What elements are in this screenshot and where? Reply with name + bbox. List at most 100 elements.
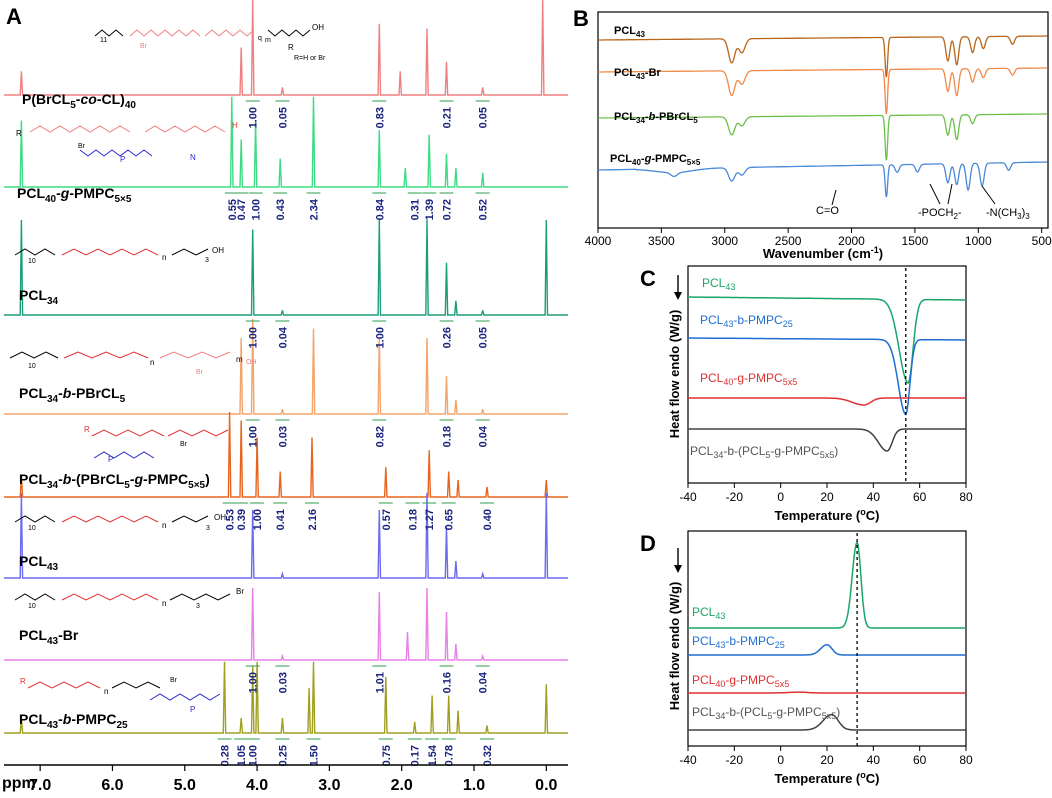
nmr-integral-0-1: 0.05 [275, 100, 290, 128]
nmr-integral-value: 0.65 [444, 509, 456, 530]
ftir-tick-label: 3000 [711, 234, 738, 248]
ftir-label-s1: PCL43-Br [614, 67, 662, 81]
structure-s2: 10 n 3 OH [14, 246, 224, 265]
svg-text:Br: Br [236, 587, 244, 596]
nmr-integral-value: 0.03 [277, 426, 289, 447]
nmr-integral-value: 0.17 [410, 745, 422, 766]
dsc-c-curve-3 [688, 428, 966, 452]
svg-text:Br: Br [140, 43, 148, 50]
nmr-integral-value: 1.00 [252, 509, 264, 530]
nmr-integral-7-7: 1.54 [425, 738, 440, 766]
svg-text:m: m [265, 37, 271, 44]
ftir-tick-label: 2000 [838, 234, 865, 248]
nmr-integral-0-3: 0.21 [439, 100, 454, 128]
nmr-integral-value: 1.00 [248, 327, 260, 348]
nmr-label-s4: PCL34-b-(PBrCL5-g-PMPC5×5) [19, 471, 210, 491]
nmr-integral-value: 0.05 [478, 327, 490, 348]
nmr-integral-2-3: 0.26 [439, 320, 454, 348]
dsc-c-label-s3: PCL34-b-(PCL5-g-PMPC5x5) [690, 444, 838, 460]
ftir-label-s2: PCL34-b-PBrCL5 [614, 111, 698, 125]
nmr-x-ticks: 7.0 6.0 5.0 4.0 3.0 2.0 1.0 0.0 [29, 765, 558, 794]
nmr-spectrum-4 [4, 411, 568, 498]
structure-s3: 10 n Br m OH [9, 351, 257, 376]
nmr-integral-4-2: 1.00 [250, 502, 265, 530]
nmr-spectrum-1 [4, 96, 568, 188]
dsc-c-curve-1 [688, 337, 966, 416]
dsc-c-tick-label: -40 [679, 490, 697, 504]
svg-text:N: N [190, 153, 196, 162]
nmr-integral-0-0: 1.00 [245, 100, 260, 128]
nmr-spectrum-5 [4, 492, 568, 579]
nmr-integral-value: 0.05 [478, 107, 490, 128]
nmr-integral-6-0: 1.00 [245, 665, 260, 693]
structure-s6: 10 n 3 Br [14, 587, 244, 610]
nmr-integral-value: 2.34 [308, 198, 320, 220]
nmr-spectrum-3 [4, 318, 568, 415]
dsc-c-tick-label: 20 [820, 490, 834, 504]
dsc-d-curve-2 [688, 691, 966, 694]
nmr-integral-7-3: 0.25 [275, 738, 290, 766]
ftir-annotation-nme3: -N(CH3)3 [986, 207, 1030, 221]
nmr-integral-value: 0.83 [374, 107, 386, 128]
svg-text:Br: Br [180, 441, 188, 448]
nmr-integral-value: 0.18 [442, 426, 454, 447]
nmr-integral-6-4: 0.04 [475, 665, 490, 693]
nmr-label-s0: P(BrCL5-co-CL)40 [22, 91, 136, 111]
svg-text:10: 10 [28, 258, 36, 265]
nmr-integral-0-4: 0.05 [475, 100, 490, 128]
ftir-frame [597, 11, 1049, 229]
svg-text:R: R [288, 43, 294, 52]
svg-text:Br: Br [196, 369, 204, 376]
nmr-integral-1-7: 0.31 [407, 192, 422, 220]
ftir-tick-label: 500 [1032, 234, 1052, 248]
nmr-integral-7-2: 1.00 [245, 738, 260, 766]
nmr-integral-4-3: 0.41 [273, 502, 288, 530]
nmr-integral-2-2: 1.00 [372, 320, 387, 348]
nmr-integral-2-0: 1.00 [245, 320, 260, 348]
nmr-integral-value: 1.39 [424, 199, 436, 220]
dsc-c-tick-label: 0 [777, 490, 784, 504]
svg-text:3: 3 [205, 257, 209, 264]
svg-text:m: m [236, 355, 243, 364]
nmr-integral-value: 1.00 [248, 672, 260, 693]
panel-c-dsc-heating: C -40 -20 0 20 40 60 80 Temperature (oC) Heat … [640, 265, 973, 523]
nmr-tick-label: 4.0 [246, 777, 268, 794]
ftir-x-axis-label: Wavenumber (cm-1) [763, 245, 883, 261]
nmr-integral-6-3: 0.16 [439, 665, 454, 693]
nmr-integral-value: 0.41 [275, 509, 287, 530]
nmr-label-s1: PCL40-g-PMPC5×5 [17, 185, 132, 205]
ftir-annotation-co: C=O [816, 205, 839, 217]
dsc-d-tick-label: 20 [820, 753, 834, 767]
ftir-arrow-co [831, 189, 837, 206]
dsc-d-tick-label: 40 [867, 753, 881, 767]
ftir-label-s0: PCL43 [614, 25, 645, 39]
nmr-integral-value: 0.43 [275, 199, 287, 220]
nmr-integral-value: 0.21 [442, 107, 454, 128]
dsc-d-tick-label: -40 [679, 753, 697, 767]
nmr-integral-1-8: 0.72 [439, 192, 454, 220]
panel-letter-a: A [6, 4, 22, 29]
nmr-tick-label: 5.0 [174, 777, 196, 794]
nmr-integral-4-9: 0.40 [480, 502, 495, 530]
nmr-integral-7-6: 0.17 [407, 738, 422, 766]
nmr-integral-value: 1.54 [427, 744, 439, 766]
panel-letter-d: D [640, 531, 656, 556]
ftir-spectrum-2 [598, 113, 1048, 161]
nmr-integral-value: 0.72 [442, 199, 454, 220]
dsc-c-curve-2 [688, 397, 966, 406]
dsc-d-label-s1: PCL43-b-PMPC25 [692, 634, 785, 650]
nmr-spectrum-7 [4, 661, 568, 734]
nmr-integral-value: 0.78 [444, 745, 456, 766]
nmr-integral-value: 1.00 [374, 327, 386, 348]
dsc-c-tick-label: 80 [959, 490, 973, 504]
dsc-d-tick-label: 80 [959, 753, 973, 767]
svg-text:n: n [150, 358, 154, 367]
panel-a-nmr: A 1.00 0.05 0.83 0.21 0.050.550.47 1.00 0.43 2.… [2, 0, 568, 794]
nmr-integral-3-4: 0.04 [475, 419, 490, 447]
ftir-arrow-poch2-a [929, 183, 941, 205]
ftir-tick-label: 2500 [775, 234, 802, 248]
nmr-integral-7-1: 1.05 [234, 738, 249, 766]
nmr-label-s7: PCL43-b-PMPC25 [19, 711, 128, 731]
nmr-integral-value: 0.18 [408, 509, 420, 530]
